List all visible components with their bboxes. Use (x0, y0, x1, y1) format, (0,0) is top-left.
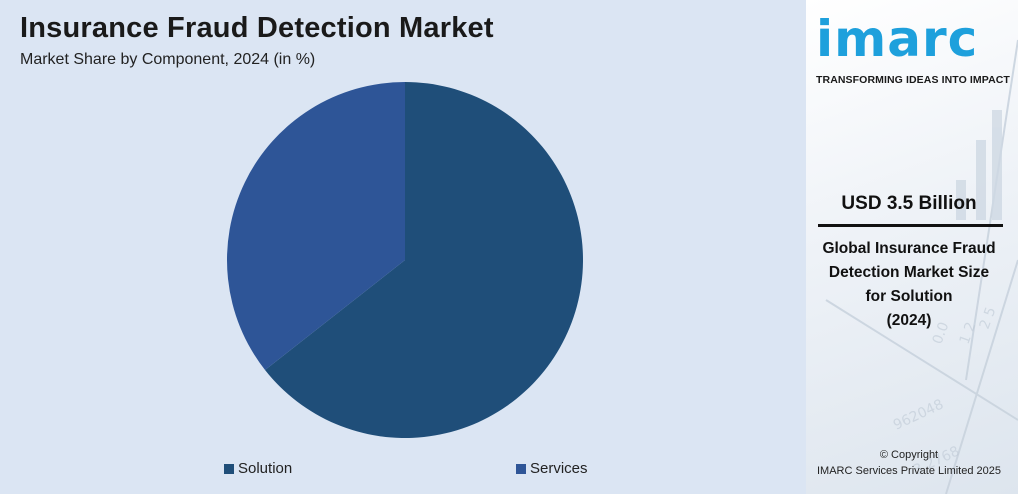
divider (818, 224, 1003, 227)
copyright-notice: © Copyright IMARC Services Private Limit… (806, 447, 1012, 479)
chart-panel: Insurance Fraud Detection Market Market … (0, 0, 806, 494)
svg-text:1 2: 1 2 (957, 320, 980, 346)
chart-legend: Solution Services (0, 460, 806, 480)
copyright-company: IMARC Services Private Limited 2025 (816, 465, 1001, 477)
market-size-value: USD 3.5 Billion (841, 193, 977, 214)
background-chart-decoration: 0.0 1 2 2 5 962048 3 2768 (825, 39, 1018, 494)
imarc-logo: imarc TRANSFORMING IDEAS INTO IMPACT (816, 10, 1011, 86)
pie-chart (226, 82, 583, 438)
side-panel: 0.0 1 2 2 5 962048 3 2768 imarc TRANSFOR… (806, 0, 1018, 494)
svg-text:962048: 962048 (891, 397, 946, 434)
market-size-description: Global Insurance Fraud Detection Market … (806, 237, 1012, 333)
chart-subtitle: Market Share by Component, 2024 (in %) (20, 51, 316, 68)
legend-swatch (224, 463, 234, 474)
description-line-4: (2024) (886, 312, 932, 329)
pie-slice-services (226, 82, 405, 370)
legend-label: Services (530, 460, 588, 477)
legend-item-solution: Solution (224, 460, 292, 477)
copyright-label: © Copyright (879, 449, 939, 461)
logo-wordmark: imarc (816, 10, 979, 68)
legend-item-services: Services (516, 460, 588, 477)
svg-text:0.0: 0.0 (930, 320, 953, 346)
svg-text:2 5: 2 5 (977, 305, 1000, 331)
logo-tagline: TRANSFORMING IDEAS INTO IMPACT (816, 74, 1010, 86)
pie-slice-solution (265, 82, 583, 438)
chart-title: Insurance Fraud Detection Market (20, 12, 494, 44)
description-line-2: Detection Market Size (828, 264, 990, 281)
legend-label: Solution (238, 460, 293, 477)
description-line-1: Global Insurance Fraud (822, 240, 996, 257)
description-line-3: for Solution (865, 288, 953, 305)
legend-swatch (516, 463, 526, 474)
